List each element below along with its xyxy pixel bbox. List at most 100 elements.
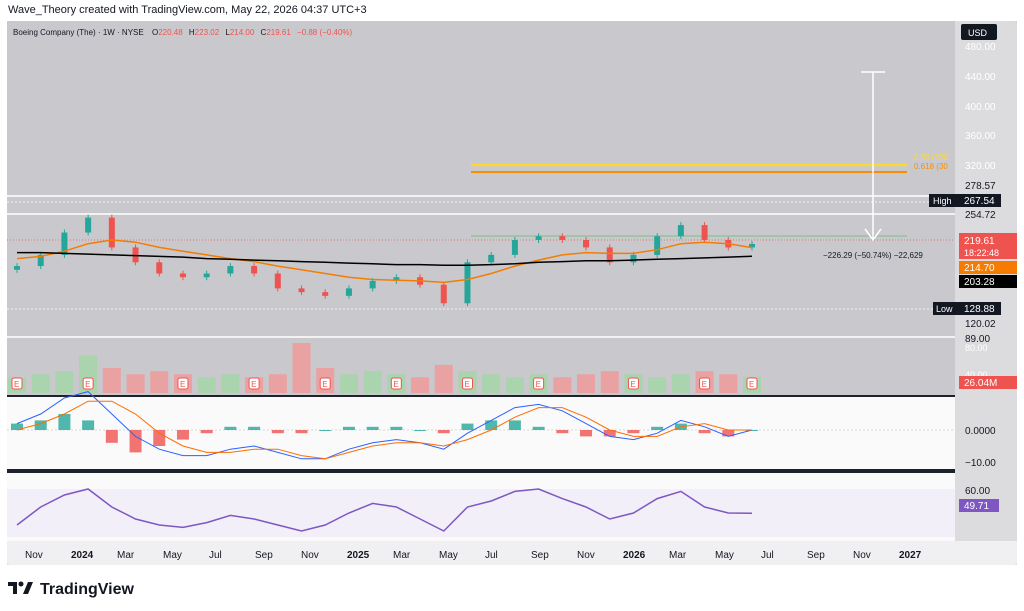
time-axis-label: Nov — [25, 550, 43, 561]
volume-bar — [577, 374, 596, 393]
time-axis-bg — [7, 541, 1017, 565]
earnings-marker-label: E — [180, 380, 185, 389]
candle-body — [677, 225, 684, 237]
measure-label: −226.29 (−50.74%) −22,629 — [823, 251, 923, 260]
candle-body — [322, 292, 329, 296]
volume-bar — [31, 374, 50, 393]
volume-bar — [292, 343, 311, 393]
macd-histogram-bar — [295, 430, 308, 434]
macd-histogram-bar — [485, 420, 498, 430]
currency-label: USD — [968, 28, 988, 38]
legend-o-label: O — [152, 28, 158, 37]
volume-bar — [553, 377, 572, 393]
candle-body — [749, 243, 755, 248]
legend-l-label: L — [225, 28, 230, 37]
legend-l-value: 214.00 — [230, 28, 255, 37]
candle-body — [179, 273, 186, 278]
earnings-marker — [627, 377, 639, 390]
candle-body — [630, 254, 637, 263]
ema-line — [16, 239, 753, 284]
time-axis-label: Mar — [669, 550, 687, 561]
footer-brand[interactable]: TradingView — [40, 581, 134, 598]
macd-tick-zero: 0.0000 — [965, 426, 996, 437]
volume-bar — [600, 371, 619, 393]
time-axis-label: Nov — [301, 550, 319, 561]
earnings-marker-label: E — [393, 380, 398, 389]
rsi-band — [7, 489, 955, 537]
price-chart — [14, 214, 755, 307]
macd-histogram-bar — [627, 430, 640, 434]
fib-label-b: 0.618 (30 — [914, 162, 948, 171]
macd-histogram-bar — [437, 430, 450, 434]
volume-bar — [339, 374, 358, 393]
macd-pane-bg — [7, 397, 955, 469]
volume-tag-value: 26.04M — [964, 378, 997, 389]
high-tag-label-box — [929, 194, 959, 207]
earnings-marker-label: E — [464, 380, 469, 389]
footer: TradingView — [8, 578, 134, 602]
macd-histogram-bar — [651, 426, 664, 430]
candle-body — [583, 239, 590, 248]
time-axis-label: May — [163, 550, 182, 561]
axis-tag-120: 120.02 — [965, 319, 996, 330]
time-axis-label: May — [715, 550, 734, 561]
time-axis-label: Sep — [255, 550, 273, 561]
time-axis-label: Mar — [393, 550, 411, 561]
candle-body — [701, 225, 708, 240]
measure-arrowhead — [864, 228, 882, 242]
earnings-marker-label: E — [702, 380, 707, 389]
macd-histogram-bar — [319, 430, 332, 431]
macd-histogram-bar — [508, 420, 521, 430]
macd-histogram-bar — [105, 430, 118, 443]
candle-body — [37, 254, 44, 267]
volume-bar — [648, 377, 667, 393]
axis-tag-89: 89.00 — [965, 334, 990, 345]
volume-bar — [434, 364, 453, 393]
high-tag-label: High — [933, 196, 952, 206]
macd-tick-minus10: −10.00 — [965, 458, 996, 469]
volume-bar — [671, 374, 690, 393]
candle-body — [440, 284, 447, 304]
time-axis-label: Sep — [531, 550, 549, 561]
earnings-marker-label: E — [85, 380, 90, 389]
volume-bar — [482, 374, 501, 393]
candle-body — [85, 217, 92, 233]
fib-label-a: 0.65 (320. — [914, 153, 950, 162]
earnings-marker-label: E — [251, 380, 256, 389]
earnings-marker-label: E — [749, 380, 754, 389]
volume-bar — [221, 374, 240, 393]
low-tag-label: Low — [936, 304, 953, 314]
macd-histogram-bar — [153, 430, 166, 446]
price-tick: 320.00 — [965, 161, 996, 172]
macd-histogram-bar — [34, 420, 47, 430]
time-axis-label: 2027 — [899, 550, 922, 561]
macd-histogram-bar — [11, 423, 23, 430]
tradingview-logo-icon[interactable] — [8, 580, 34, 601]
time-axis-label: May — [439, 550, 458, 561]
legend-h-label: H — [189, 28, 195, 37]
volume-bar — [719, 374, 738, 393]
macd-histogram-bar — [224, 426, 237, 430]
currency-button[interactable] — [961, 24, 997, 40]
macd-histogram-bar — [248, 426, 261, 430]
candle-body — [369, 280, 376, 289]
candle-body — [156, 262, 163, 274]
volume-bar — [363, 371, 382, 393]
macd-histogram-bar — [556, 430, 569, 434]
volume-bar — [126, 374, 145, 393]
macd-histogram-bar — [58, 414, 71, 430]
earnings-marker-label: E — [630, 380, 635, 389]
chart-canvas[interactable]: 0.65 (320. 0.618 (30 −226.29 (−50.74%) −… — [7, 21, 1017, 565]
macd-histogram-bar — [366, 426, 379, 430]
legend-c-value: 219.61 — [266, 28, 291, 37]
axis-tag-278: 278.57 — [965, 181, 996, 192]
candle-body — [274, 273, 281, 289]
macd-histogram-bar — [722, 430, 735, 437]
chart-frame[interactable]: 0.65 (320. 0.618 (30 −226.29 (−50.74%) −… — [7, 21, 1017, 565]
time-axis-label: Jul — [761, 550, 774, 561]
candle-body — [345, 288, 352, 296]
time-axis-label: Jul — [485, 550, 498, 561]
candle-body — [488, 254, 495, 263]
low-tag-label-box — [933, 302, 959, 315]
